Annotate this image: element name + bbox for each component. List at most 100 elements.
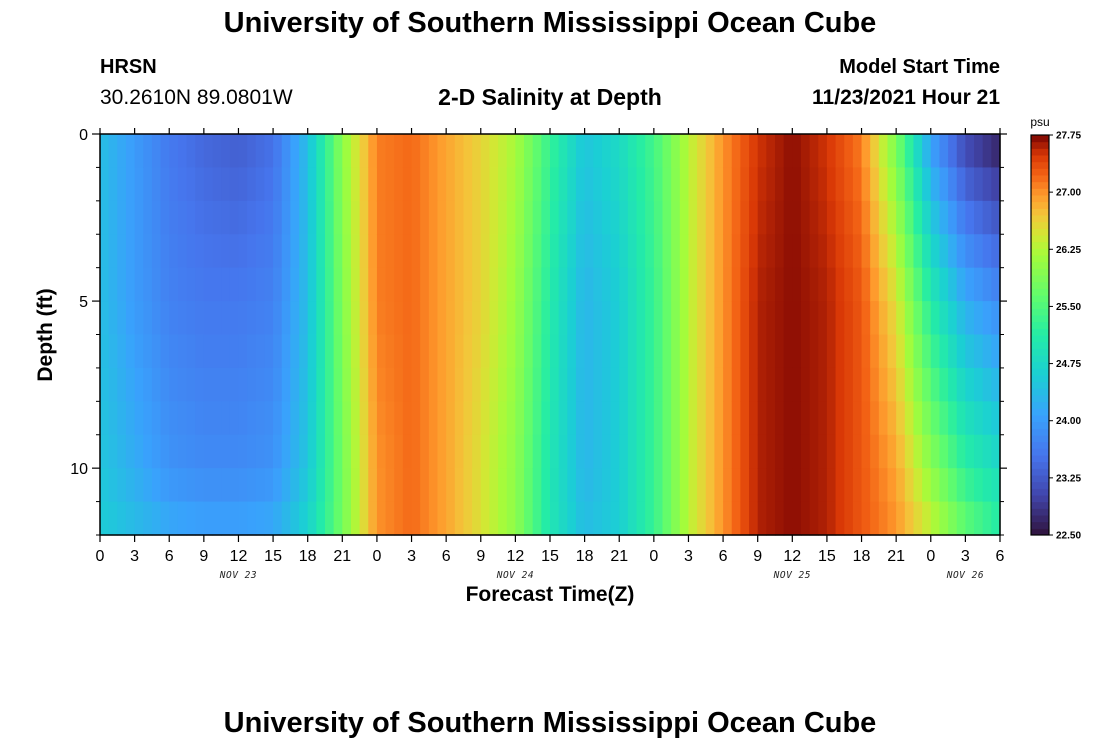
heatmap-cell (394, 501, 404, 536)
heatmap-cell (238, 234, 248, 269)
heatmap-cell (887, 401, 897, 436)
heatmap-cell (186, 401, 196, 436)
heatmap-cell (506, 234, 516, 269)
heatmap-cell (169, 301, 179, 336)
heatmap-cell (705, 401, 716, 436)
heatmap-cell (394, 468, 404, 503)
heatmap-cell (965, 501, 975, 536)
heatmap-cell (904, 334, 915, 369)
heatmap-cell (506, 334, 516, 369)
heatmap-cell (480, 501, 491, 536)
heatmap-cell (792, 234, 802, 269)
heatmap-cell (775, 200, 785, 235)
heatmap-cell (376, 501, 387, 536)
heatmap-cell (982, 401, 992, 436)
heatmap-cell (541, 267, 551, 302)
heatmap-cell (125, 468, 136, 503)
heatmap-cell (307, 468, 317, 503)
heatmap-cell (221, 234, 231, 269)
heatmap-cell (299, 334, 309, 369)
colorbar-segment (1031, 388, 1049, 396)
heatmap-cell (991, 401, 1001, 436)
heatmap-cell (307, 401, 317, 436)
heatmap-cell (203, 301, 214, 336)
heatmap-cell (974, 200, 984, 235)
heatmap-cell (506, 501, 516, 536)
heatmap-cell (575, 468, 586, 503)
heatmap-cell (567, 301, 577, 336)
heatmap-cell (160, 334, 170, 369)
heatmap-cell (221, 401, 231, 436)
colorbar-segment (1031, 141, 1049, 149)
heatmap-cell (861, 301, 871, 336)
heatmap-cell (498, 468, 508, 503)
heatmap-cell (151, 267, 162, 302)
heatmap-cell (679, 134, 690, 169)
heatmap-cell (601, 401, 612, 436)
heatmap-cell (134, 167, 144, 202)
heatmap-cell (619, 200, 629, 235)
heatmap-cell (541, 200, 551, 235)
heatmap-cell (299, 134, 309, 169)
heatmap-cell (792, 267, 802, 302)
heatmap-cell (169, 367, 179, 402)
heatmap-cell (394, 301, 404, 336)
heatmap-cell (264, 134, 274, 169)
heatmap-cell (411, 367, 421, 402)
heatmap-cell (100, 134, 110, 169)
heatmap-cell (550, 334, 560, 369)
heatmap-cell (749, 301, 759, 336)
heatmap-cell (852, 267, 863, 302)
heatmap-cell (852, 167, 863, 202)
heatmap-cell (238, 334, 248, 369)
heatmap-cell (489, 134, 499, 169)
heatmap-cell (273, 434, 283, 469)
x-tick-label: 9 (753, 548, 762, 565)
heatmap-cell (775, 334, 785, 369)
heatmap-cell (861, 434, 871, 469)
heatmap-cell (151, 468, 162, 503)
heatmap-cell (861, 401, 871, 436)
heatmap-cell (550, 468, 560, 503)
heatmap-cell (489, 334, 499, 369)
heatmap-cell (125, 434, 136, 469)
page-title: University of Southern Mississippi Ocean… (223, 7, 877, 39)
heatmap-cell (956, 267, 966, 302)
heatmap-cell (558, 501, 568, 536)
heatmap-cell (203, 167, 214, 202)
heatmap-cell (151, 401, 162, 436)
heatmap-cell (108, 134, 118, 169)
heatmap-cell (601, 434, 612, 469)
heatmap-cell (705, 167, 716, 202)
heatmap-cell (229, 167, 240, 202)
heatmap-cell (108, 334, 118, 369)
heatmap-cell (143, 468, 153, 503)
heatmap-cell (506, 200, 516, 235)
heatmap-cell (333, 234, 343, 269)
heatmap-cell (221, 267, 231, 302)
heatmap-cell (775, 134, 785, 169)
heatmap-cell (904, 501, 915, 536)
heatmap-cell (247, 234, 257, 269)
heatmap-cell (195, 468, 205, 503)
heatmap-cell (671, 501, 681, 536)
x-axis-label: Forecast Time(Z) (465, 583, 635, 606)
heatmap-cell (974, 134, 984, 169)
heatmap-cell (550, 434, 560, 469)
heatmap-cell (896, 267, 906, 302)
heatmap-cell (558, 200, 568, 235)
heatmap-cell (679, 301, 690, 336)
heatmap-cell (428, 401, 439, 436)
heatmap-cell (645, 434, 655, 469)
heatmap-cell (151, 501, 162, 536)
heatmap-cell (671, 301, 681, 336)
heatmap-cell (350, 267, 361, 302)
heatmap-cell (394, 200, 404, 235)
heatmap-cell (446, 401, 456, 436)
heatmap-cell (368, 434, 378, 469)
heatmap-cell (749, 367, 759, 402)
heatmap-cell (922, 267, 932, 302)
heatmap-cell (731, 367, 741, 402)
heatmap-cell (792, 367, 802, 402)
heatmap-cell (714, 267, 724, 302)
